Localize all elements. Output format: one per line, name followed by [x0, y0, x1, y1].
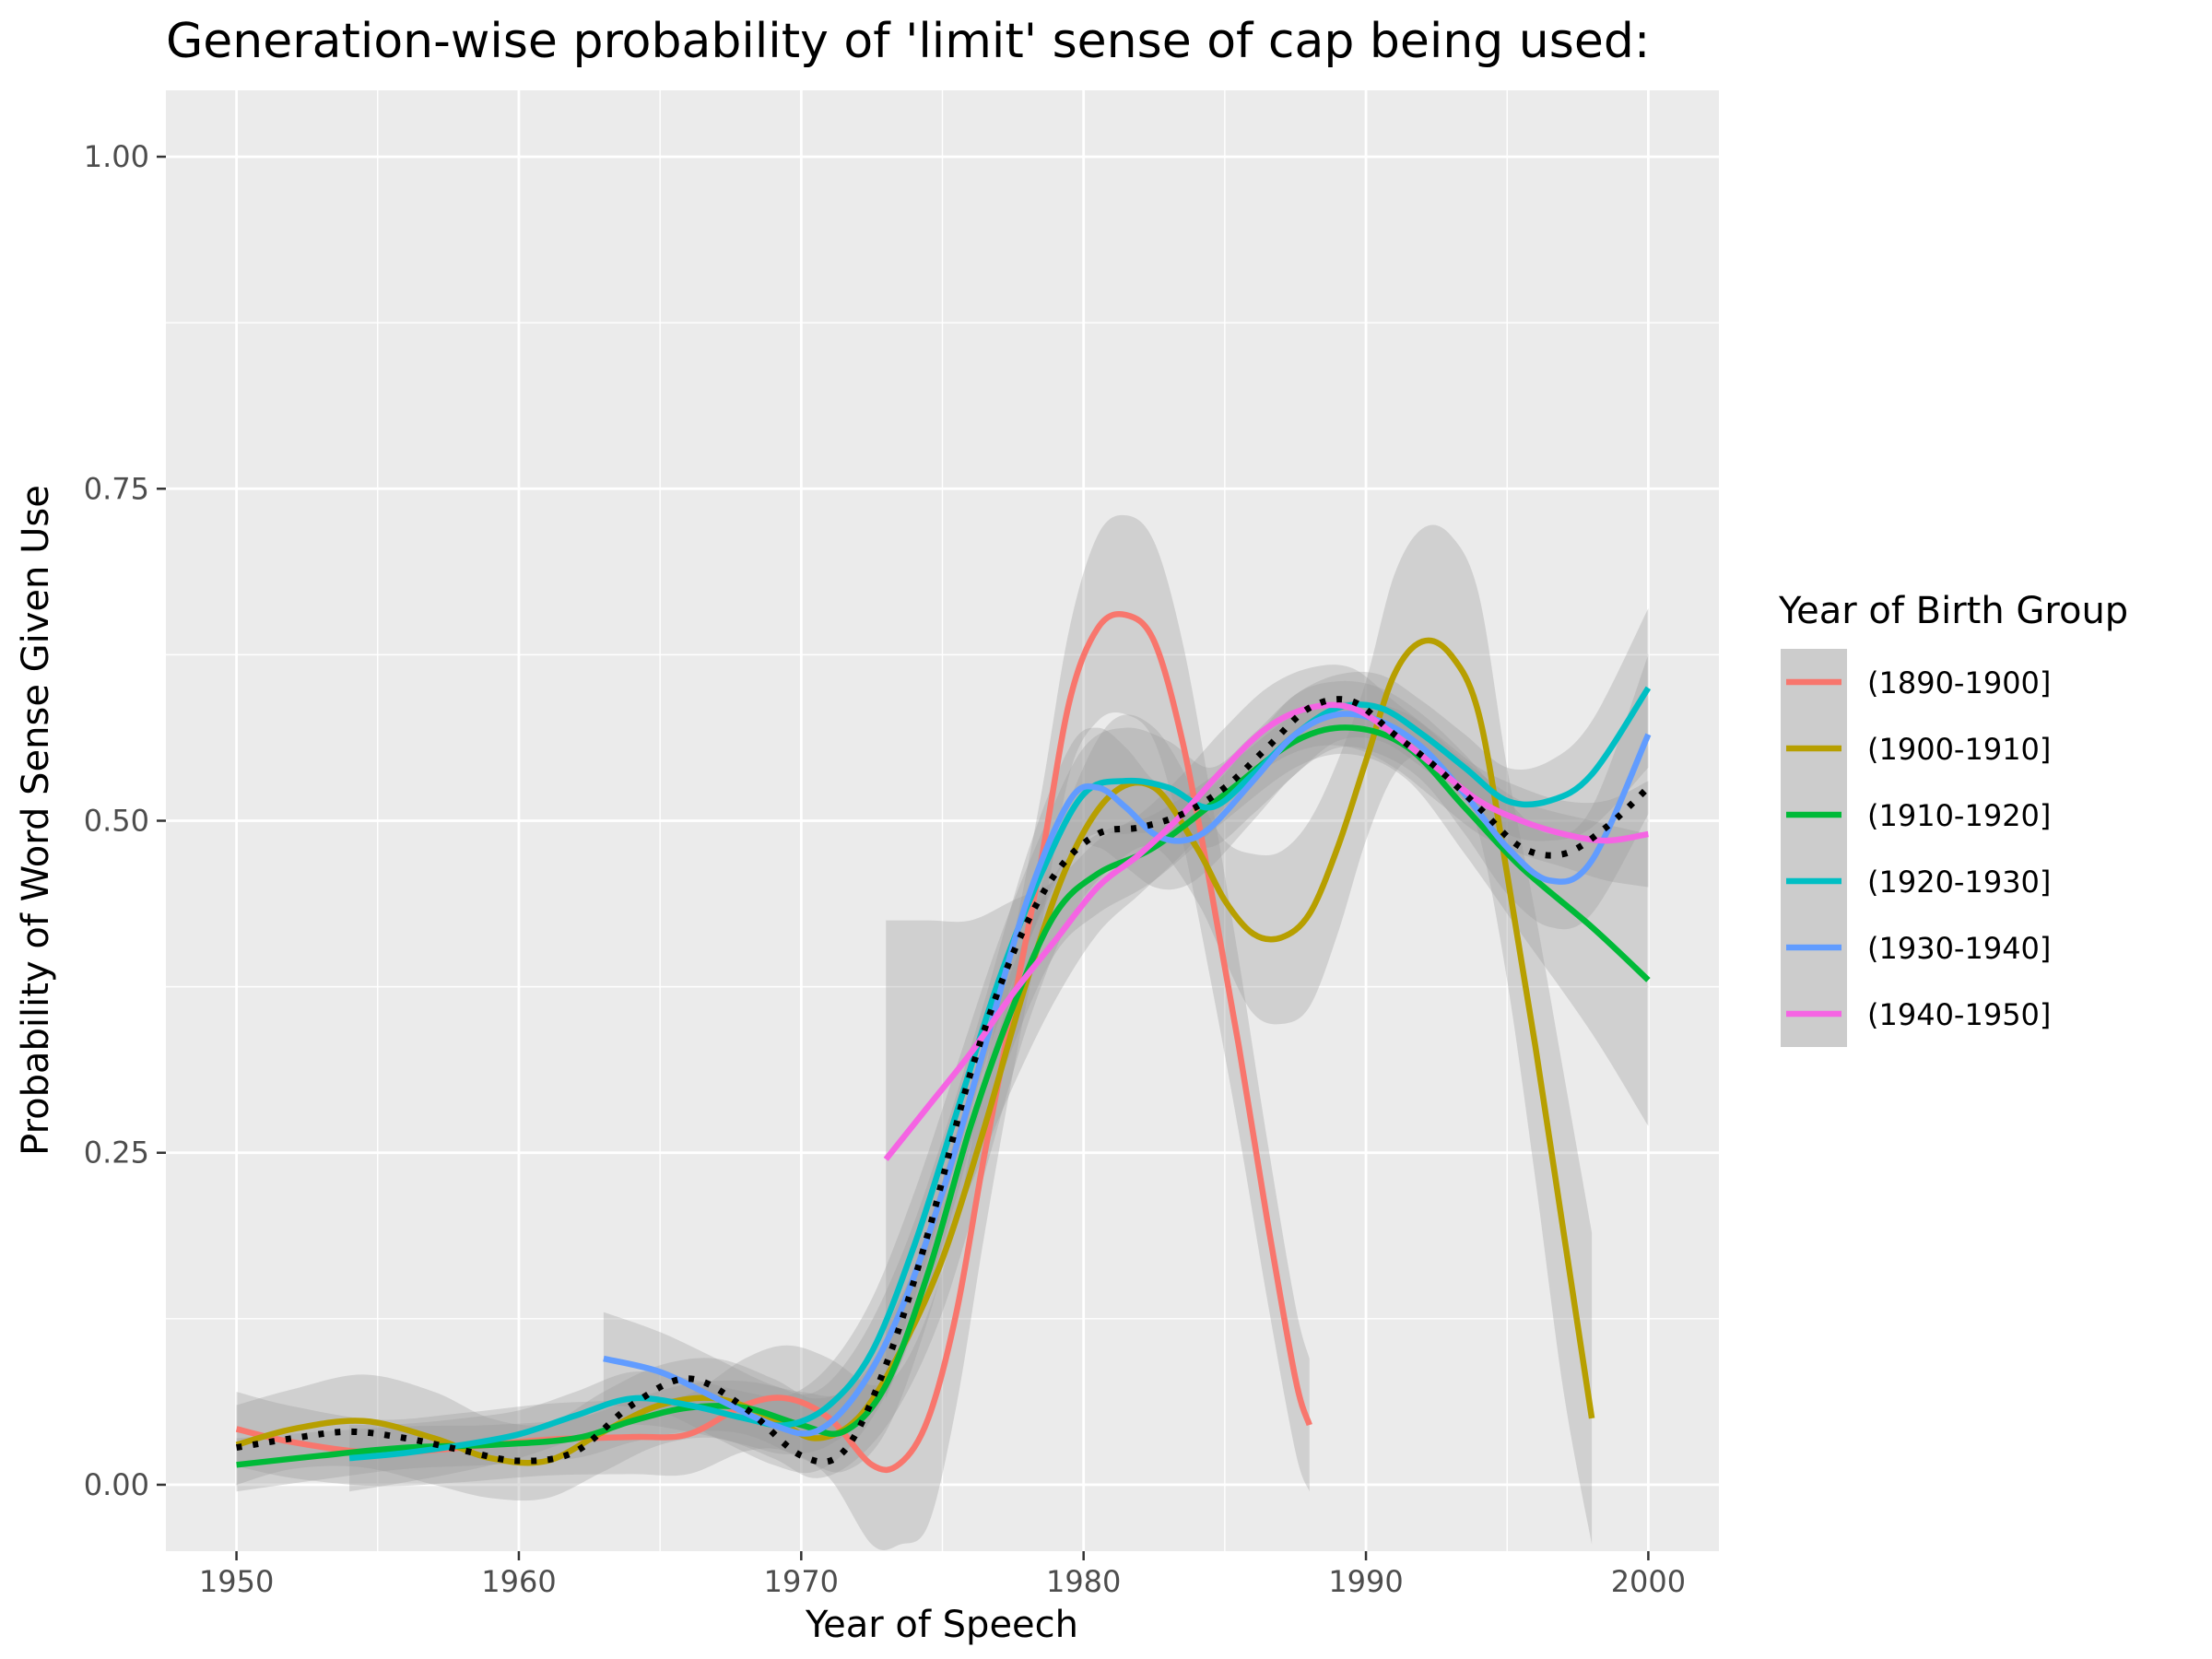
- confidence-band-1: [236, 514, 1310, 1551]
- x-tick-label: 2000: [1611, 1564, 1686, 1599]
- y-tick-label: 0.00: [84, 1467, 149, 1502]
- legend-title: Year of Birth Group: [1778, 590, 2128, 632]
- x-tick-label: 1960: [481, 1564, 556, 1599]
- y-tick-label: 0.75: [84, 471, 149, 506]
- series-line-1: [235, 611, 1312, 1474]
- confidence-band-2: [236, 524, 1593, 1545]
- series-lines: [235, 611, 1652, 1474]
- series-line-6: [883, 701, 1649, 1161]
- legend-label: (1920-1930]: [1867, 865, 2051, 900]
- y-axis: 0.00 0.25 0.50 0.75 1.00: [84, 139, 166, 1502]
- x-tick-label: 1950: [199, 1564, 274, 1599]
- x-tick-label: 1970: [764, 1564, 839, 1599]
- legend: Year of Birth Group (1890-1900] (1900-191…: [1778, 590, 2128, 1047]
- x-axis-title: Year of Speech: [805, 1604, 1078, 1646]
- grid-major: [166, 90, 1719, 1551]
- legend-label: (1910-1920]: [1867, 798, 2051, 833]
- legend-label: (1890-1900]: [1867, 665, 2051, 700]
- legend-label: (1940-1950]: [1867, 997, 2051, 1032]
- x-tick-label: 1980: [1046, 1564, 1121, 1599]
- legend-items: (1890-1900] (1900-1910] (1910-1920] (1920-1…: [1781, 649, 2051, 1047]
- x-axis: 1950 1960 1970 1980 1990 2000: [199, 1551, 1686, 1599]
- y-axis-title: Probability of Word Sense Given Use: [15, 485, 57, 1156]
- x-tick-label: 1990: [1328, 1564, 1403, 1599]
- y-tick-label: 1.00: [84, 139, 149, 174]
- legend-label: (1900-1910]: [1867, 732, 2051, 767]
- legend-label: (1930-1940]: [1867, 931, 2051, 966]
- y-tick-label: 0.50: [84, 804, 149, 839]
- y-tick-label: 0.25: [84, 1135, 149, 1171]
- chart-title: Generation-wise probability of 'limit' s…: [166, 14, 1650, 69]
- confidence-band-6: [886, 665, 1649, 1399]
